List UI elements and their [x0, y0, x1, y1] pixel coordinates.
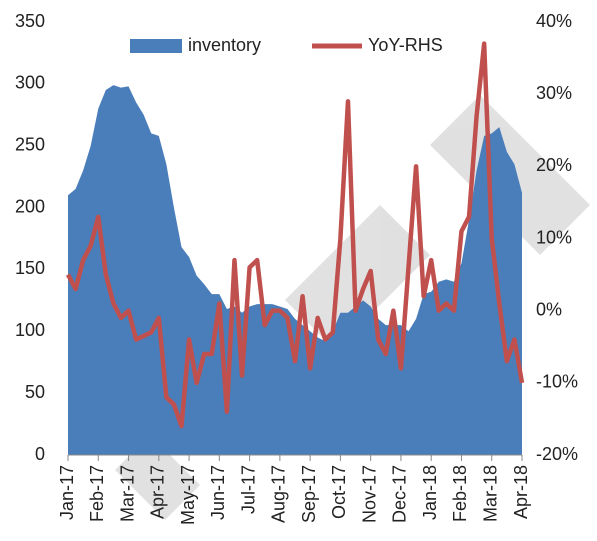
x-tick-label: Mar-18 — [480, 465, 500, 522]
x-tick-label: Jan-18 — [420, 465, 440, 520]
x-tick-label: Apr-17 — [148, 465, 168, 519]
legend-label: YoY-RHS — [368, 35, 443, 55]
y-tick-label: 50 — [25, 382, 45, 402]
y-tick-label: 250 — [15, 134, 45, 154]
x-tick-label: Apr-18 — [511, 465, 531, 519]
x-tick-label: Oct-17 — [329, 465, 349, 519]
y2-tick-label: -20% — [536, 444, 578, 464]
x-tick-label: Jan-17 — [57, 465, 77, 520]
y-tick-label: 200 — [15, 196, 45, 216]
y2-tick-label: 30% — [536, 83, 572, 103]
x-tick-label: Aug-17 — [269, 465, 289, 523]
y2-tick-label: -10% — [536, 372, 578, 392]
chart: 0 50 100 150 200 250 300 350 -20% -10% 0% 10% 20% 30%… — [0, 0, 597, 541]
x-tick-label: Dec-17 — [390, 465, 410, 523]
legend-label: inventory — [188, 35, 261, 55]
y-tick-label: 300 — [15, 73, 45, 93]
y2-tick-label: 40% — [536, 11, 572, 31]
x-tick-label: Mar-17 — [117, 465, 137, 522]
x-tick-label: Feb-18 — [450, 465, 470, 522]
legend-swatch — [130, 39, 182, 53]
x-tick-label: Feb-17 — [87, 465, 107, 522]
y2-tick-label: 20% — [536, 155, 572, 175]
y-tick-label: 0 — [35, 444, 45, 464]
x-tick-label: Jun-17 — [208, 465, 228, 520]
x-tick-label: Sep-17 — [299, 465, 319, 523]
y-tick-label: 100 — [15, 320, 45, 340]
x-tick-label: Jul-17 — [238, 465, 258, 514]
x-tick-label: May-17 — [178, 465, 198, 525]
y2-tick-label: 10% — [536, 227, 572, 247]
y2-tick-label: 0% — [536, 299, 562, 319]
y-tick-label: 350 — [15, 11, 45, 31]
y-tick-label: 150 — [15, 258, 45, 278]
x-tick-label: Nov-17 — [359, 465, 379, 523]
